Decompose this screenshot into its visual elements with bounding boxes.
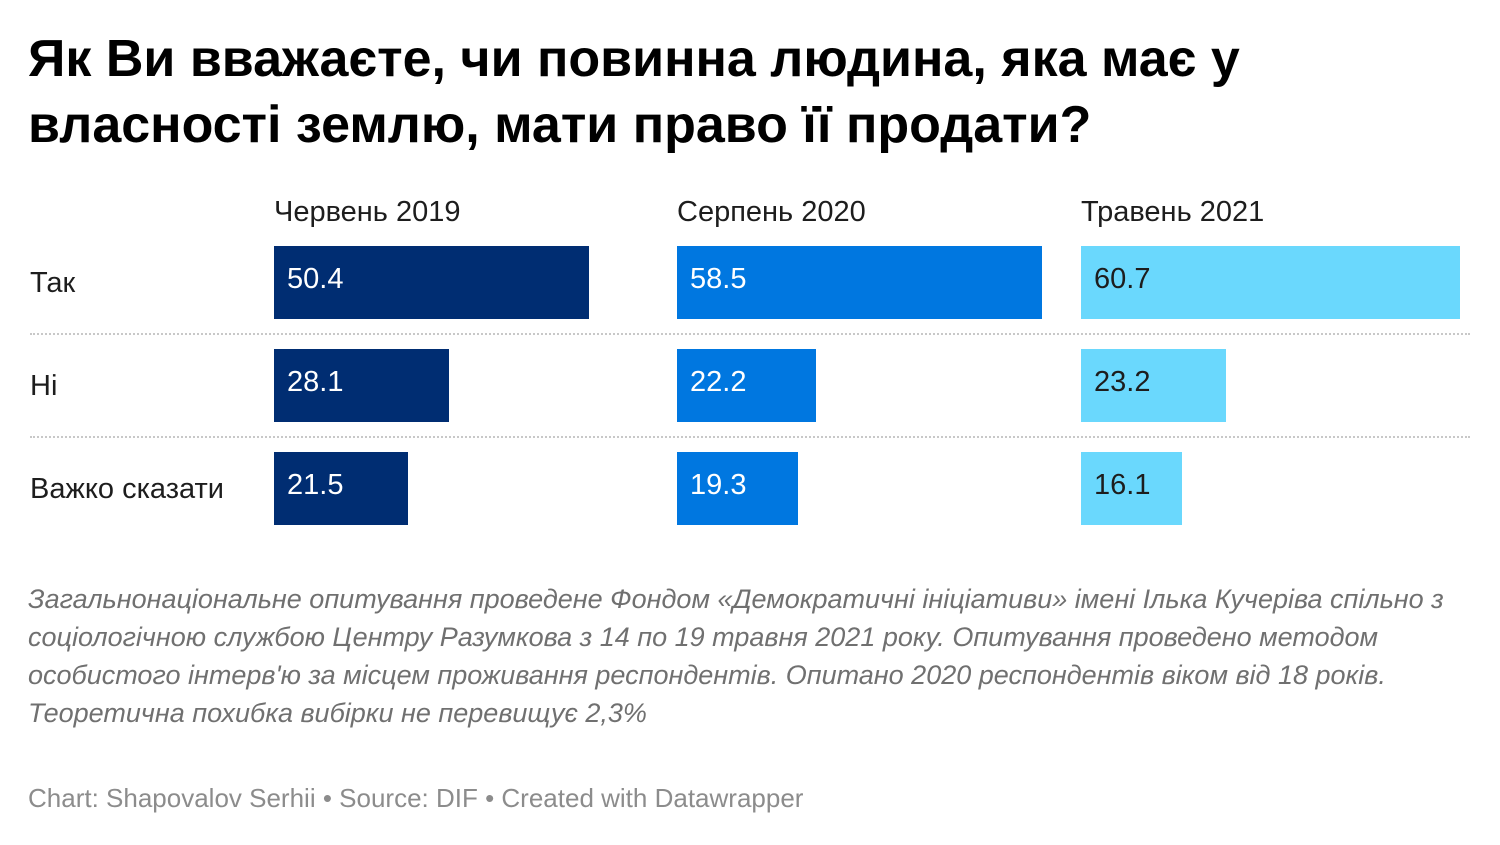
bar-value-label: 21.5 <box>287 469 344 501</box>
chart-title: Як Ви вважаєте, чи повинна людина, яка м… <box>28 30 1240 154</box>
bar-value-label: 23.2 <box>1094 366 1151 398</box>
chart-byline: Chart: Shapovalov Serhii • Source: DIF •… <box>28 783 804 813</box>
bar: 50.4 <box>274 246 589 319</box>
bar-value-label: 22.2 <box>690 366 747 398</box>
bar-value-label: 60.7 <box>1094 263 1151 295</box>
bar: 19.3 <box>677 452 798 525</box>
row-separator <box>30 333 1470 335</box>
row-separator <box>30 436 1470 438</box>
series-label: Травень 2021 <box>1081 196 1265 228</box>
category-label: Важко сказати <box>30 473 224 505</box>
bar: 60.7 <box>1081 246 1460 319</box>
bar-value-label: 28.1 <box>287 366 344 398</box>
bar: 16.1 <box>1081 452 1182 525</box>
bar-value-label: 19.3 <box>690 469 747 501</box>
bar: 23.2 <box>1081 349 1226 422</box>
category-label: Ні <box>30 370 58 402</box>
series-label: Червень 2019 <box>274 196 461 228</box>
series-label: Серпень 2020 <box>677 196 866 228</box>
chart-notes: Загальнонаціональне опитування проведене… <box>28 584 1444 728</box>
bar-value-label: 50.4 <box>287 263 344 295</box>
bar-value-label: 58.5 <box>690 263 747 295</box>
category-label: Так <box>30 267 76 299</box>
bar: 58.5 <box>677 246 1042 319</box>
bar-value-label: 16.1 <box>1094 469 1151 501</box>
bar: 22.2 <box>677 349 816 422</box>
bar: 21.5 <box>274 452 408 525</box>
bar: 28.1 <box>274 349 449 422</box>
